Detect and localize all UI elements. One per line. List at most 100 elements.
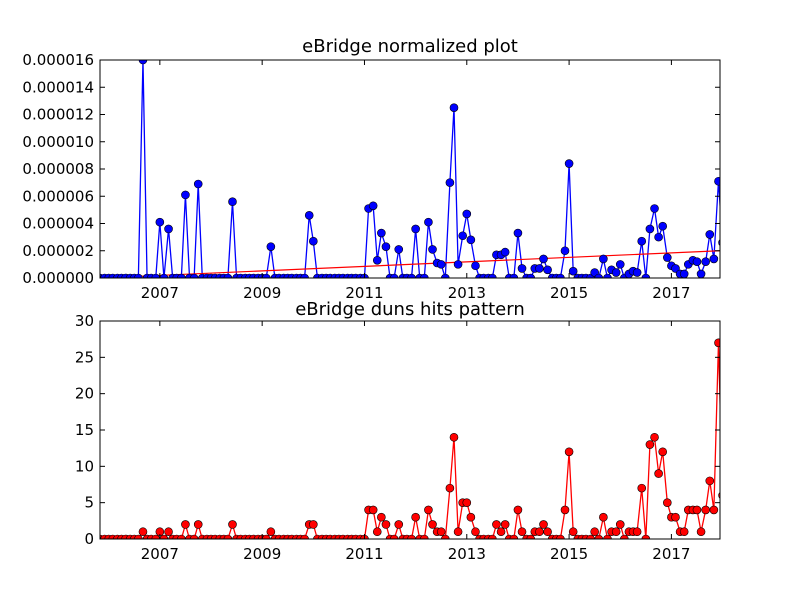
data-point <box>569 267 577 275</box>
x-tick-label: 2015 <box>550 545 588 563</box>
data-point <box>373 528 381 536</box>
data-point <box>561 506 569 514</box>
data-point <box>518 528 526 536</box>
data-point <box>165 225 173 233</box>
data-point <box>501 520 509 528</box>
data-point <box>412 513 420 521</box>
data-point <box>569 528 577 536</box>
y-tick-label: 0.000016 <box>22 51 94 69</box>
data-point <box>693 506 701 514</box>
data-point <box>697 528 705 536</box>
data-point <box>706 230 714 238</box>
data-point <box>382 520 390 528</box>
data-point <box>651 205 659 213</box>
data-point <box>638 484 646 492</box>
data-point <box>501 248 509 256</box>
chart-title: eBridge duns hits pattern <box>295 299 525 320</box>
data-point <box>181 191 189 199</box>
data-point <box>305 211 313 219</box>
data-point <box>633 528 641 536</box>
x-tick-label: 2017 <box>652 284 690 302</box>
data-point <box>612 528 620 536</box>
y-tick-label: 30 <box>75 312 94 330</box>
data-point <box>437 528 445 536</box>
data-point <box>565 448 573 456</box>
data-point <box>139 528 147 536</box>
data-point <box>194 520 202 528</box>
y-tick-label: 15 <box>75 421 94 439</box>
data-point <box>702 258 710 266</box>
data-point <box>267 243 275 251</box>
y-tick-label: 10 <box>75 457 94 475</box>
data-point <box>267 528 275 536</box>
data-point <box>412 225 420 233</box>
data-point <box>429 245 437 253</box>
x-tick-label: 2015 <box>550 284 588 302</box>
y-tick-label: 0 <box>84 530 94 548</box>
x-tick-label: 2007 <box>141 284 179 302</box>
data-point <box>599 255 607 263</box>
x-tick-label: 2017 <box>652 545 690 563</box>
x-tick-label: 2011 <box>345 545 383 563</box>
data-point <box>395 245 403 253</box>
data-point <box>450 433 458 441</box>
data-point <box>544 528 552 536</box>
data-point <box>612 269 620 277</box>
data-point <box>424 506 432 514</box>
data-point <box>514 506 522 514</box>
data-point <box>492 520 500 528</box>
data-point <box>706 477 714 485</box>
data-point <box>471 528 479 536</box>
data-point <box>514 229 522 237</box>
data-point <box>156 218 164 226</box>
data-point <box>663 254 671 262</box>
data-point <box>446 484 454 492</box>
data-point <box>377 229 385 237</box>
data-point <box>540 255 548 263</box>
data-point <box>680 270 688 278</box>
data-point <box>459 232 467 240</box>
data-point <box>309 237 317 245</box>
data-point <box>194 180 202 188</box>
data-point <box>616 260 624 268</box>
y-tick-label: 0.000014 <box>22 78 94 96</box>
data-point <box>655 470 663 478</box>
y-tick-label: 0.000000 <box>22 269 94 287</box>
data-point <box>467 236 475 244</box>
data-point <box>437 260 445 268</box>
data-point <box>633 269 641 277</box>
data-point <box>565 160 573 168</box>
y-tick-label: 0.000002 <box>22 242 94 260</box>
data-point <box>454 528 462 536</box>
data-point <box>463 499 471 507</box>
data-point <box>697 270 705 278</box>
data-point <box>424 218 432 226</box>
x-tick-label: 2009 <box>243 545 281 563</box>
data-point <box>446 179 454 187</box>
data-point <box>591 528 599 536</box>
y-tick-label: 0.000012 <box>22 106 94 124</box>
x-tick-label: 2009 <box>243 284 281 302</box>
data-point <box>309 520 317 528</box>
data-point <box>497 528 505 536</box>
data-point <box>544 266 552 274</box>
data-point <box>518 264 526 272</box>
x-tick-label: 2007 <box>141 545 179 563</box>
data-point <box>710 255 718 263</box>
data-point <box>535 528 543 536</box>
data-point <box>655 233 663 241</box>
data-point <box>369 506 377 514</box>
data-point <box>165 528 173 536</box>
y-tick-label: 25 <box>75 348 94 366</box>
data-point <box>672 513 680 521</box>
data-point <box>680 528 688 536</box>
data-point <box>382 243 390 251</box>
data-point <box>228 520 236 528</box>
data-point <box>228 198 236 206</box>
data-point <box>540 520 548 528</box>
data-point <box>535 264 543 272</box>
data-point <box>659 222 667 230</box>
data-point <box>646 225 654 233</box>
y-tick-label: 20 <box>75 385 94 403</box>
